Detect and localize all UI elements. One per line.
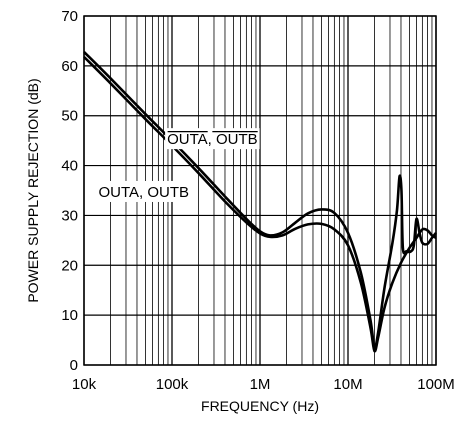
y-tick-label: 50 <box>61 108 78 125</box>
x-tick-label: 1M <box>250 376 271 393</box>
y-axis-title: POWER SUPPLY REJECTION (dB) <box>25 78 41 302</box>
minor-gridlines <box>110 16 433 365</box>
series-annotations: OUTA, OUTB OUTA, OUTB <box>96 128 260 202</box>
series-label-0: OUTA, OUTB <box>167 131 258 148</box>
y-tick-label: 0 <box>70 357 78 374</box>
y-tick-label: 10 <box>61 307 78 324</box>
x-tick-labels: 10k 100k 1M 10M 100M <box>72 376 455 393</box>
y-tick-label: 20 <box>61 257 78 274</box>
annotation-background <box>165 128 260 150</box>
x-tick-label: 100M <box>417 376 455 393</box>
plot-frame <box>83 15 437 366</box>
y-tick-label: 70 <box>61 8 78 25</box>
y-tick-label: 30 <box>61 207 78 224</box>
y-tick-labels: 0 10 20 30 40 50 60 70 <box>61 8 78 374</box>
series-label-1: OUTA, OUTB <box>98 184 189 201</box>
y-tick-label: 60 <box>61 58 78 75</box>
x-tick-label: 10k <box>72 376 97 393</box>
x-tick-label: 10M <box>333 376 362 393</box>
x-axis-title: FREQUENCY (Hz) <box>201 398 319 414</box>
annotation-background <box>96 180 192 202</box>
series-layer <box>83 50 438 353</box>
x-tick-label: 100k <box>156 376 189 393</box>
series-line-1 <box>83 55 437 353</box>
y-tick-label: 40 <box>61 158 78 175</box>
